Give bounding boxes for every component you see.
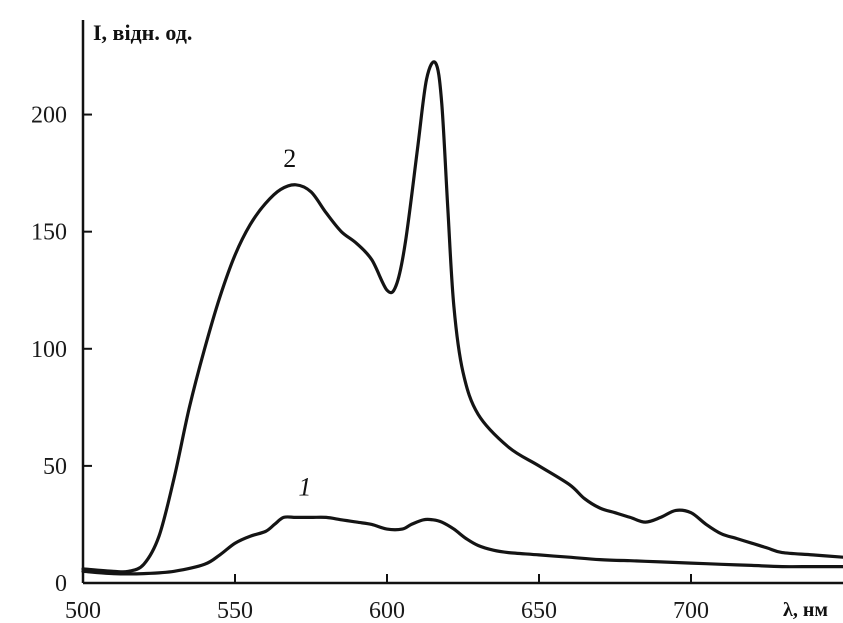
series-2-label: 2 <box>283 144 296 173</box>
y-tick-label: 200 <box>31 103 67 129</box>
x-axis-title: λ, нм <box>783 599 828 621</box>
series-1-label: 1 <box>298 472 311 501</box>
x-tick-label: 650 <box>521 598 557 623</box>
x-tick-label: 550 <box>217 598 253 623</box>
x-tick-label: 700 <box>673 598 709 623</box>
series-layer: 12 <box>81 60 843 576</box>
x-tick-label: 600 <box>369 598 405 623</box>
y-tick-label: 100 <box>31 337 67 363</box>
series-1-line <box>81 515 843 576</box>
y-tick-label: 150 <box>31 220 67 246</box>
y-axis-title: I, відн. од. <box>93 20 192 45</box>
y-axis: 0 50 100 150 200 <box>31 103 92 597</box>
series-2-line <box>81 60 843 574</box>
x-tick-label: 500 <box>65 598 101 623</box>
y-tick-label: 0 <box>55 571 67 597</box>
x-axis: 500 550 600 650 700 <box>65 574 709 623</box>
y-tick-label: 50 <box>43 454 67 480</box>
